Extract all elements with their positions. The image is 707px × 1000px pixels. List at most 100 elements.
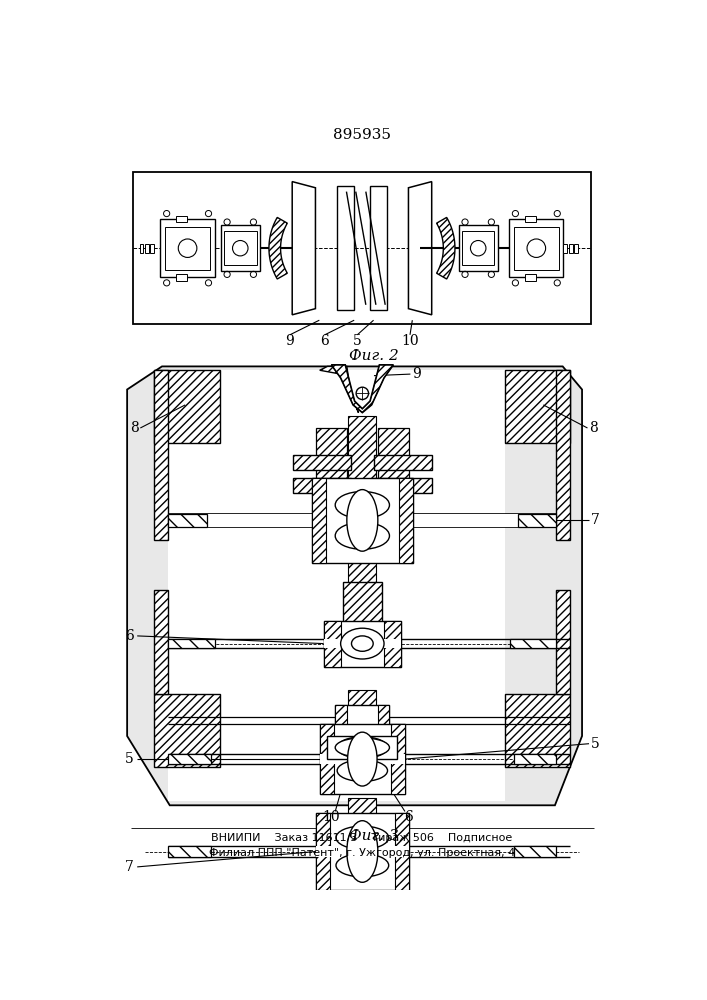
- Text: 6: 6: [125, 629, 134, 643]
- Bar: [556, 590, 571, 694]
- Bar: [370, 186, 387, 310]
- Ellipse shape: [336, 826, 389, 849]
- Bar: [168, 846, 211, 857]
- Text: 9: 9: [412, 367, 421, 381]
- Text: 6: 6: [320, 334, 329, 348]
- Polygon shape: [437, 217, 455, 279]
- Polygon shape: [292, 182, 315, 315]
- Bar: [509, 219, 563, 277]
- Bar: [139, 244, 144, 253]
- Bar: [574, 244, 578, 253]
- Text: Фиг. 2: Фиг. 2: [349, 349, 399, 363]
- Bar: [525, 216, 535, 222]
- Bar: [413, 514, 556, 527]
- Bar: [505, 694, 571, 767]
- Bar: [165, 227, 210, 270]
- Bar: [154, 590, 168, 694]
- Text: 7: 7: [125, 860, 134, 874]
- Ellipse shape: [347, 490, 378, 551]
- Bar: [316, 813, 329, 890]
- Ellipse shape: [337, 760, 387, 781]
- Bar: [168, 639, 215, 648]
- Bar: [316, 428, 347, 490]
- Bar: [337, 186, 354, 310]
- Bar: [324, 639, 401, 648]
- Text: 8: 8: [590, 421, 598, 435]
- Text: ВНИИПИ    Заказ 11611/3    Тираж 506    Подписное: ВНИИПИ Заказ 11611/3 Тираж 506 Подписное: [211, 833, 513, 843]
- Bar: [459, 225, 498, 271]
- Bar: [134, 172, 590, 324]
- Bar: [145, 244, 149, 253]
- Bar: [349, 690, 376, 751]
- Bar: [320, 724, 405, 794]
- Bar: [514, 227, 559, 270]
- Bar: [176, 216, 187, 222]
- Bar: [514, 754, 556, 764]
- Ellipse shape: [335, 738, 390, 757]
- Bar: [168, 754, 211, 764]
- Bar: [327, 736, 397, 759]
- Ellipse shape: [348, 732, 377, 786]
- Bar: [176, 274, 187, 281]
- Bar: [349, 798, 376, 859]
- Bar: [374, 455, 432, 470]
- Text: 7: 7: [591, 513, 600, 527]
- Text: 9: 9: [286, 334, 294, 348]
- Ellipse shape: [347, 821, 378, 882]
- Ellipse shape: [341, 628, 384, 659]
- Bar: [378, 705, 390, 736]
- Polygon shape: [320, 366, 358, 413]
- Bar: [224, 231, 257, 265]
- Bar: [378, 428, 409, 490]
- Bar: [525, 274, 535, 281]
- Bar: [384, 620, 401, 667]
- Text: 5: 5: [353, 334, 362, 348]
- Bar: [320, 724, 334, 794]
- Bar: [160, 219, 215, 277]
- Bar: [335, 705, 347, 736]
- Polygon shape: [409, 182, 432, 315]
- Bar: [374, 478, 432, 493]
- Bar: [349, 416, 376, 663]
- Bar: [510, 639, 556, 648]
- Bar: [168, 514, 312, 527]
- Text: 10: 10: [322, 810, 340, 824]
- Bar: [395, 813, 409, 890]
- Bar: [324, 620, 341, 667]
- Bar: [518, 514, 556, 527]
- Bar: [335, 705, 390, 736]
- Bar: [316, 846, 409, 857]
- Polygon shape: [332, 365, 393, 413]
- Text: 8: 8: [131, 421, 139, 435]
- Text: Филиал ППП "Патент", г. Ужгород, ул. Проектная, 4: Филиал ППП "Патент", г. Ужгород, ул. Про…: [209, 848, 515, 858]
- Bar: [320, 754, 405, 764]
- Ellipse shape: [335, 522, 390, 549]
- Bar: [462, 231, 494, 265]
- Bar: [556, 370, 571, 540]
- Bar: [343, 582, 382, 628]
- Bar: [569, 244, 573, 253]
- Bar: [154, 694, 220, 767]
- Ellipse shape: [351, 636, 373, 651]
- Bar: [563, 244, 567, 253]
- Text: 895935: 895935: [333, 128, 391, 142]
- Bar: [324, 620, 401, 667]
- Ellipse shape: [335, 492, 390, 518]
- Polygon shape: [127, 366, 582, 805]
- Bar: [154, 370, 168, 540]
- Bar: [505, 370, 571, 443]
- Bar: [316, 813, 409, 890]
- Bar: [154, 370, 220, 443]
- Text: 5: 5: [591, 737, 600, 751]
- Bar: [168, 370, 505, 801]
- Text: 6: 6: [404, 810, 413, 824]
- Bar: [391, 724, 405, 794]
- Bar: [399, 478, 413, 563]
- Text: 10: 10: [401, 334, 419, 348]
- Bar: [293, 478, 351, 493]
- Bar: [514, 846, 556, 857]
- Bar: [293, 455, 351, 470]
- Bar: [312, 478, 413, 563]
- Bar: [349, 416, 376, 578]
- Bar: [168, 514, 207, 527]
